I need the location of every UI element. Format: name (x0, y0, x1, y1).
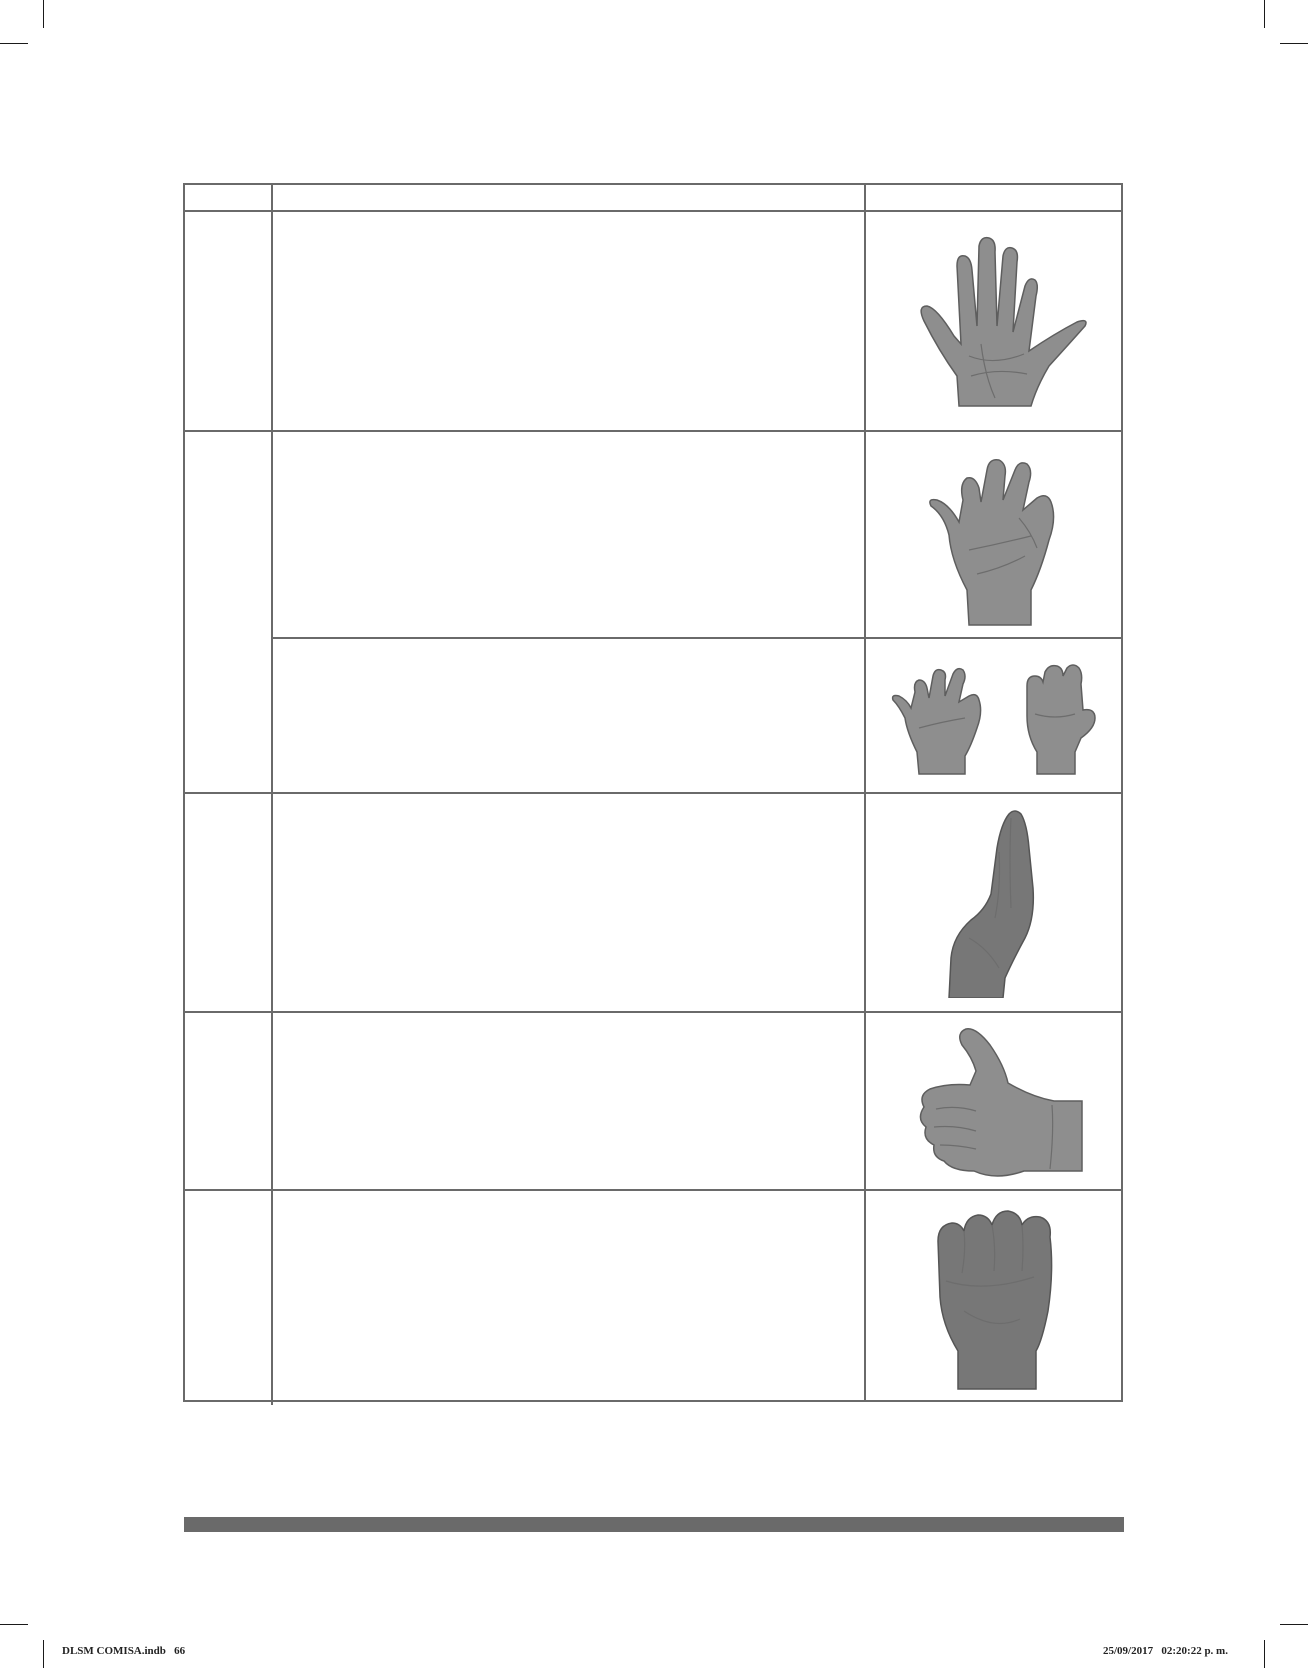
claw-to-fist-icon (891, 663, 1096, 775)
footer-bar (184, 1517, 1124, 1532)
table-rule (1121, 183, 1123, 1402)
print-slug-timestamp: 25/09/2017 02:20:22 p. m. (1103, 1645, 1228, 1657)
table-row (866, 212, 1121, 430)
table-rule (183, 1011, 1123, 1013)
table-rule (183, 792, 1123, 794)
flat-o-hand-icon (947, 809, 1034, 998)
table-row (866, 794, 1121, 1011)
handshape-table (183, 183, 1123, 1405)
table-rule (864, 183, 866, 1402)
open-hand-icon (919, 236, 1087, 407)
table-rule (183, 430, 1123, 432)
table-rule (183, 183, 185, 1402)
crop-mark (1280, 1624, 1308, 1625)
crop-mark (43, 0, 44, 28)
table-rule (183, 1189, 1123, 1191)
claw-hand-icon (928, 458, 1054, 626)
table-rule (271, 183, 273, 1405)
table-rule (271, 637, 1123, 639)
table-rule (183, 183, 1123, 185)
table-rule (183, 1400, 1123, 1402)
crop-mark (0, 1624, 28, 1625)
table-row (866, 639, 1121, 792)
table-rule (183, 210, 1123, 212)
table-row (866, 432, 1121, 637)
print-slug-file: DLSM COMISA.indb 66 (62, 1645, 186, 1657)
table-row (866, 1013, 1121, 1189)
crop-mark (43, 1640, 44, 1668)
crop-mark (1280, 43, 1308, 44)
table-row (866, 1191, 1121, 1400)
crop-mark (1264, 0, 1265, 28)
crop-mark (0, 43, 28, 44)
crop-mark (1264, 1640, 1265, 1668)
thumb-up-hand-icon (919, 1028, 1083, 1177)
fist-icon (936, 1209, 1052, 1390)
